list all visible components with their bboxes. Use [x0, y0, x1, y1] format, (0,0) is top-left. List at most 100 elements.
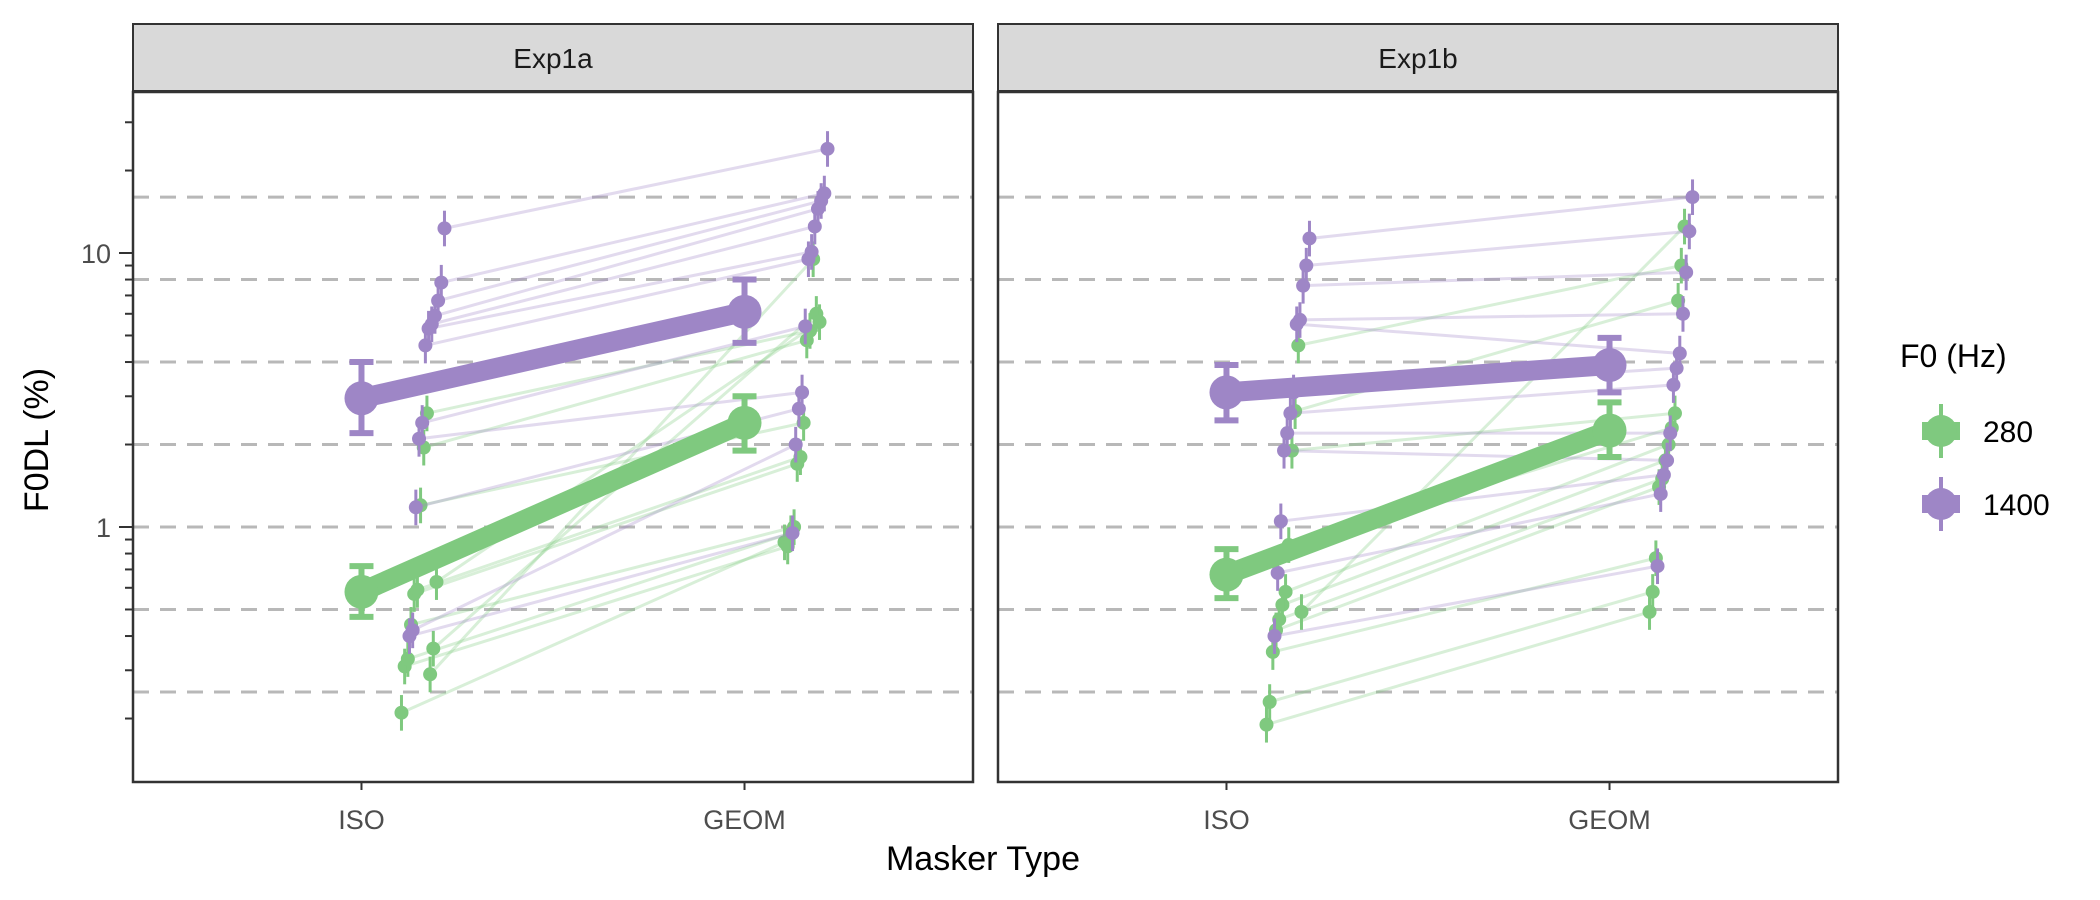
subject-line-1400 [1306, 229, 1690, 268]
subject-point-280 [400, 651, 415, 666]
panels-layer: Exp1a ISO GEOM 1 10 Exp1b ISO GEOM [81, 23, 1840, 835]
subject-point-280 [1294, 604, 1309, 619]
subject-line-280 [1285, 443, 1670, 594]
legend-label: 280 [1983, 416, 2033, 449]
subject-line-280 [404, 544, 789, 668]
legend-title: F0 (Hz) [1900, 338, 2007, 374]
subject-point-1400 [807, 219, 822, 234]
legend-keys: 280 1400 [1922, 404, 2050, 531]
subject-point-1400 [405, 623, 420, 638]
subject-point-280 [1275, 597, 1290, 612]
subject-point-1400 [1292, 312, 1307, 327]
subject-line-280 [423, 338, 808, 449]
subject-point-1400 [795, 385, 810, 400]
panel-border [996, 90, 1840, 784]
y-tick-label: 10 [81, 239, 111, 269]
subject-line-1400 [412, 443, 797, 632]
subject-point-1400 [408, 500, 423, 515]
subject-point-280 [429, 574, 444, 589]
x-tick-label: ISO [1203, 805, 1250, 835]
subject-line-280 [1297, 264, 1682, 347]
panel-border [131, 90, 975, 784]
mean-point-1400 [1592, 348, 1627, 383]
subject-point-1400 [434, 275, 449, 290]
subject-line-280 [1281, 459, 1666, 607]
mean-point-1400 [1209, 375, 1244, 410]
subject-line-1400 [440, 191, 825, 285]
subject-point-1400 [798, 319, 813, 334]
subject-point-280 [1278, 584, 1293, 599]
subject-point-1400 [1666, 377, 1681, 392]
panel-exp1b: Exp1b ISO GEOM [996, 23, 1840, 835]
subject-line-1400 [1303, 270, 1687, 288]
subject-point-1400 [1267, 629, 1282, 644]
subject-line-280 [1275, 485, 1660, 632]
subject-line-280 [416, 455, 801, 592]
subject-line-1400 [1280, 473, 1665, 523]
subject-point-1400 [1660, 453, 1675, 468]
subject-line-280 [1300, 225, 1686, 613]
subject-line-1400 [425, 257, 809, 347]
subject-point-280 [410, 582, 425, 597]
subject-point-280 [426, 641, 441, 656]
mean-point-280 [344, 574, 379, 609]
subject-point-1400 [431, 293, 446, 308]
subject-point-1400 [1656, 467, 1671, 482]
subject-point-1400 [1277, 443, 1292, 458]
mean-point-280 [1209, 557, 1244, 592]
subject-point-1400 [415, 415, 430, 430]
legend: F0 (Hz) 280 1400 [1900, 338, 2050, 531]
subject-point-280 [423, 667, 438, 682]
subject-point-1400 [427, 308, 442, 323]
subject-line-1400 [1296, 322, 1680, 355]
subject-line-1400 [418, 390, 803, 441]
subject-point-1400 [788, 437, 803, 452]
subject-point-1400 [1299, 258, 1314, 273]
subject-point-280 [1642, 604, 1657, 619]
subject-point-1400 [1273, 514, 1288, 529]
subject-point-1400 [1653, 486, 1668, 501]
legend-entry-280: 280 [1922, 404, 2033, 458]
subject-point-280 [1262, 694, 1277, 709]
subject-point-1400 [1669, 361, 1684, 376]
subject-line-280 [400, 540, 786, 715]
subject-line-1400 [444, 147, 828, 230]
y-axis: 1 10 [81, 121, 133, 720]
subject-point-280 [1265, 644, 1280, 659]
subject-line-1400 [434, 207, 819, 318]
mean-line-1400 [1225, 355, 1611, 403]
mean-line-1400 [359, 302, 747, 409]
x-axis-title: Masker Type [886, 840, 1080, 878]
subject-line-280 [1272, 556, 1657, 654]
subject-point-280 [394, 705, 409, 720]
subject-line-1400 [409, 531, 793, 638]
subject-line-1400 [1277, 492, 1662, 575]
subject-line-280 [407, 531, 792, 661]
subject-line-1400 [1309, 195, 1693, 240]
subject-point-1400 [437, 221, 452, 236]
x-tick-label: ISO [338, 805, 385, 835]
subject-point-1400 [1675, 306, 1690, 321]
subject-line-1400 [428, 250, 812, 331]
x-tick-label: GEOM [1568, 805, 1651, 835]
subject-point-280 [1291, 338, 1306, 353]
panel-exp1a: Exp1a ISO GEOM 1 10 [81, 23, 975, 835]
subject-point-1400 [785, 526, 800, 541]
subject-point-1400 [412, 431, 427, 446]
subject-point-1400 [820, 141, 835, 156]
strip-background [997, 23, 1839, 92]
mean-point-1400 [344, 381, 379, 416]
strip-label: Exp1b [1378, 43, 1457, 74]
y-axis-title: F0DL (%) [18, 368, 56, 512]
subject-line-280 [1269, 590, 1654, 704]
subject-point-1400 [804, 244, 819, 259]
subject-point-1400 [1682, 224, 1697, 239]
subject-point-1400 [1679, 265, 1694, 280]
subject-point-1400 [1283, 406, 1298, 421]
subject-line-280 [1266, 610, 1650, 727]
legend-label: 1400 [1983, 489, 2050, 522]
subject-line-280 [410, 525, 795, 627]
subject-line-280 [413, 462, 798, 596]
legend-entry-1400: 1400 [1922, 477, 2050, 531]
subject-point-1400 [1672, 346, 1687, 361]
